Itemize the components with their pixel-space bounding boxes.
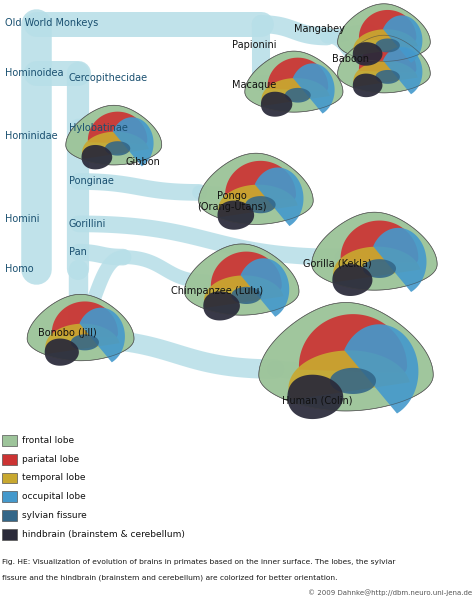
Text: Gorillini: Gorillini	[69, 219, 106, 229]
Polygon shape	[383, 47, 422, 94]
Text: Cercopithecidae: Cercopithecidae	[69, 73, 148, 83]
Text: © 2009 Dahnke@http://dbm.neuro.uni-jena.de: © 2009 Dahnke@http://dbm.neuro.uni-jena.…	[308, 589, 472, 596]
Polygon shape	[312, 212, 437, 290]
Text: pariatal lobe: pariatal lobe	[22, 455, 80, 463]
Polygon shape	[383, 15, 422, 63]
Polygon shape	[353, 29, 418, 56]
Polygon shape	[203, 292, 240, 321]
Polygon shape	[261, 92, 292, 117]
Polygon shape	[341, 221, 419, 263]
Polygon shape	[105, 141, 130, 155]
Text: sylvian fissure: sylvian fissure	[22, 511, 87, 520]
Polygon shape	[353, 42, 383, 66]
Text: frontal lobe: frontal lobe	[22, 436, 74, 445]
Polygon shape	[332, 264, 373, 296]
FancyBboxPatch shape	[2, 491, 17, 502]
Text: Hominoidea: Hominoidea	[5, 68, 63, 77]
Polygon shape	[45, 339, 79, 366]
Polygon shape	[337, 4, 430, 61]
Polygon shape	[289, 350, 410, 400]
Polygon shape	[184, 244, 299, 315]
FancyBboxPatch shape	[2, 510, 17, 521]
Polygon shape	[375, 39, 400, 53]
FancyBboxPatch shape	[2, 454, 17, 465]
Polygon shape	[46, 324, 119, 354]
Polygon shape	[344, 324, 419, 413]
Text: Human (Colin): Human (Colin)	[282, 396, 353, 406]
Polygon shape	[267, 57, 328, 91]
Polygon shape	[353, 60, 418, 87]
Text: Papionini: Papionini	[232, 40, 277, 50]
Text: Baboon: Baboon	[332, 54, 369, 65]
Polygon shape	[66, 105, 162, 165]
Polygon shape	[285, 88, 311, 103]
FancyBboxPatch shape	[2, 435, 17, 446]
Text: hindbrain (brainstem & cerebellum): hindbrain (brainstem & cerebellum)	[22, 530, 185, 538]
Text: Pongo
(Orang-Utans): Pongo (Orang-Utans)	[197, 191, 266, 212]
Polygon shape	[287, 374, 343, 419]
Text: Macaque: Macaque	[232, 80, 276, 91]
Polygon shape	[375, 70, 400, 84]
Polygon shape	[204, 275, 283, 308]
Polygon shape	[299, 314, 407, 373]
Polygon shape	[373, 228, 427, 292]
Polygon shape	[88, 112, 147, 144]
Polygon shape	[333, 247, 420, 282]
FancyBboxPatch shape	[2, 529, 17, 540]
Text: Chimpanzee (Lulu): Chimpanzee (Lulu)	[171, 286, 263, 296]
Polygon shape	[353, 74, 383, 97]
Polygon shape	[246, 196, 276, 213]
Text: fissure and the hindbrain (brainstem and cerebellum) are colorized for better or: fissure and the hindbrain (brainstem and…	[2, 574, 338, 581]
Polygon shape	[330, 368, 376, 394]
Polygon shape	[262, 78, 330, 106]
Polygon shape	[113, 117, 154, 166]
Text: Mangabey: Mangabey	[294, 24, 345, 34]
FancyBboxPatch shape	[2, 473, 17, 483]
Polygon shape	[359, 10, 416, 41]
Polygon shape	[218, 201, 254, 230]
Polygon shape	[231, 287, 262, 304]
Text: Hylobatinae: Hylobatinae	[69, 123, 128, 133]
Text: temporal lobe: temporal lobe	[22, 474, 86, 482]
Polygon shape	[359, 41, 416, 73]
Text: occupital lobe: occupital lobe	[22, 492, 86, 501]
Text: Homini: Homini	[5, 214, 39, 224]
Polygon shape	[245, 51, 343, 112]
Text: Hominidae: Hominidae	[5, 131, 57, 141]
Polygon shape	[199, 153, 313, 224]
Text: Old World Monkeys: Old World Monkeys	[5, 18, 98, 28]
Text: Homo: Homo	[5, 264, 33, 274]
Text: Pan: Pan	[69, 247, 87, 257]
Polygon shape	[293, 64, 335, 114]
Polygon shape	[218, 185, 298, 217]
Polygon shape	[80, 308, 125, 362]
Polygon shape	[240, 258, 289, 317]
Polygon shape	[255, 168, 303, 226]
Polygon shape	[225, 161, 296, 200]
Polygon shape	[82, 145, 112, 169]
Polygon shape	[211, 252, 282, 290]
Text: Bonobo (Jill): Bonobo (Jill)	[38, 328, 97, 338]
Polygon shape	[337, 35, 430, 93]
Text: Ponginae: Ponginae	[69, 177, 114, 186]
Polygon shape	[71, 335, 99, 350]
Polygon shape	[82, 132, 149, 159]
Polygon shape	[363, 259, 396, 278]
Text: Gibbon: Gibbon	[126, 157, 161, 168]
Polygon shape	[27, 295, 134, 361]
Text: Fig. HE: Visualization of evolution of brains in primates based on the inner sur: Fig. HE: Visualization of evolution of b…	[2, 559, 396, 565]
Text: Gorilla (Kekla): Gorilla (Kekla)	[303, 259, 372, 269]
Polygon shape	[259, 302, 433, 411]
Polygon shape	[52, 301, 118, 338]
